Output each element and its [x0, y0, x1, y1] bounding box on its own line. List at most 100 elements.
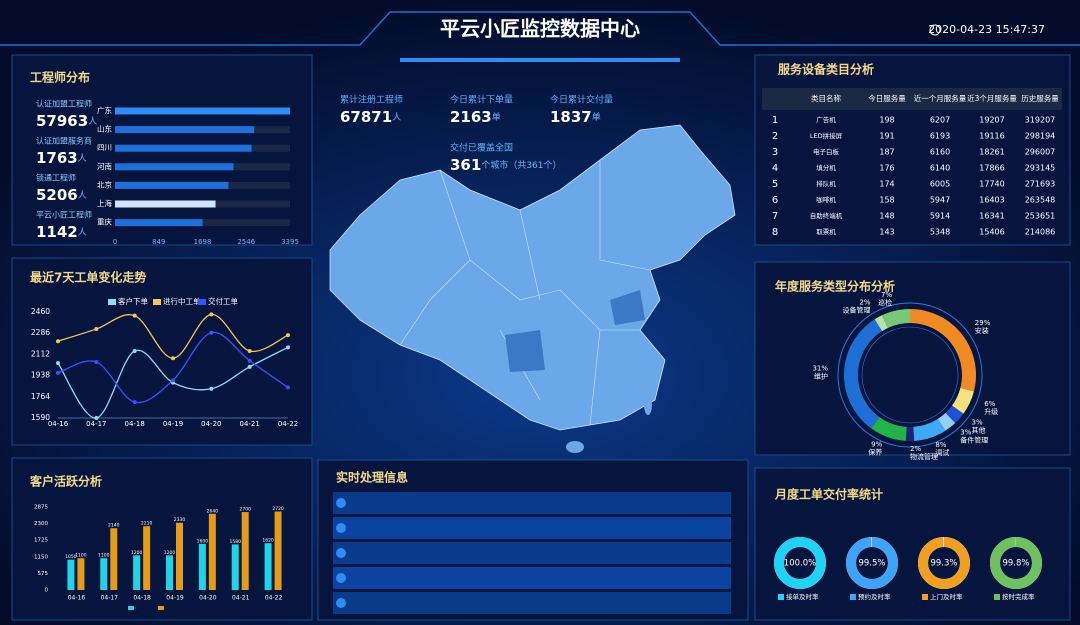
stat-unit: 人 — [88, 116, 97, 127]
bar — [115, 200, 216, 208]
table-cell: 自助终端机 — [810, 211, 843, 220]
value-label: 2140 — [108, 523, 120, 529]
bar — [198, 543, 206, 590]
slice — [952, 387, 974, 414]
point — [247, 358, 252, 363]
gauge-arc — [918, 537, 970, 589]
y-tick-label: 2300 — [34, 521, 48, 527]
bar — [100, 558, 108, 590]
datetime: 2020-04-23 15:47:37 — [928, 23, 1045, 36]
table-cell: 电子白板 — [813, 147, 840, 156]
slice-value: 9% — [871, 440, 882, 448]
slice-label: 物流管理 — [910, 452, 938, 461]
table-cell: 17740 — [979, 180, 1004, 189]
stat-value: 5206人 — [36, 186, 87, 204]
table-cell: 214086 — [1025, 228, 1056, 237]
stat-value: 67871人 — [340, 108, 401, 126]
slice-value: 3% — [972, 419, 983, 427]
bar — [77, 558, 85, 590]
legend-swatch — [778, 594, 784, 600]
stat-value: 1763人 — [36, 149, 87, 167]
table-cell: 176 — [879, 164, 894, 173]
stat-number: 57963 — [36, 112, 88, 130]
point — [132, 313, 137, 318]
x-tick-label: 04-16 — [68, 595, 86, 602]
gauge-label: 99.3% — [930, 559, 957, 569]
x-tick-label: 04-17 — [86, 420, 106, 428]
y-tick-label: 2460 — [31, 307, 50, 316]
x-tick-label: 04-17 — [101, 595, 119, 602]
gauge-label: 100.0% — [784, 559, 816, 569]
point — [94, 359, 99, 364]
x-tick-label: 1698 — [194, 238, 212, 246]
slice-label: 调试 — [935, 448, 949, 457]
stat-number: 1763 — [36, 149, 78, 167]
map-island — [566, 441, 584, 453]
bar — [115, 181, 229, 189]
table-cell: 253651 — [1025, 212, 1056, 221]
table-header-cell: 近一个月服务量 — [914, 93, 967, 103]
bar — [231, 544, 239, 590]
dot — [336, 598, 346, 608]
point — [94, 327, 99, 332]
table-cell: 2 — [772, 131, 778, 142]
x-tick-label: 3395 — [281, 238, 299, 246]
stat-value: 57963人 — [36, 112, 97, 130]
dot — [336, 548, 346, 558]
gauge-category: 上门及时率 — [930, 592, 963, 601]
stat-number: 2163 — [450, 108, 492, 126]
x-tick-label: 04-21 — [232, 595, 250, 602]
x-tick-label: 04-22 — [278, 420, 298, 428]
stat-label: 平云小匠工程师 — [36, 210, 92, 220]
stat-value: 361个城市（共361个） — [450, 156, 562, 174]
gauge-arc — [846, 537, 899, 590]
map-island — [644, 395, 652, 415]
value-label: 1200 — [131, 550, 143, 556]
value-label: 1100 — [75, 553, 87, 559]
stat-unit: 人 — [392, 112, 401, 123]
slice — [874, 315, 888, 332]
legend-label: 客户下单 — [118, 296, 148, 306]
value-label: 1100 — [98, 553, 110, 559]
slice-value: 8% — [935, 441, 946, 449]
dot — [336, 498, 346, 508]
dot — [336, 523, 346, 533]
slice-label: 保养 — [868, 447, 882, 456]
bar — [115, 219, 203, 227]
ring — [861, 326, 959, 424]
panel — [754, 54, 1071, 246]
x-tick-label: 04-19 — [163, 420, 183, 428]
table-cell: 6160 — [930, 148, 950, 157]
table-header-cell: 类目名称 — [811, 93, 841, 103]
stat-label: 认证加盟服务商 — [36, 136, 92, 146]
point — [56, 370, 60, 375]
slice-value: 29% — [975, 319, 991, 327]
x-tick-label: 04-20 — [199, 595, 217, 602]
x-tick-label: 04-21 — [239, 420, 259, 428]
x-tick-label: 849 — [152, 238, 165, 246]
bar — [264, 543, 272, 590]
realtime-list — [333, 492, 731, 614]
y-tick-label: 1938 — [31, 371, 50, 380]
point — [286, 385, 290, 390]
value-label: 2210 — [141, 521, 153, 527]
legend-swatch — [922, 594, 928, 600]
gauge-category: 预约及时率 — [858, 592, 891, 601]
slice-value: 6% — [984, 400, 995, 408]
slice — [844, 319, 883, 429]
y-tick-label: 山东 — [97, 124, 112, 134]
table-cell: LED拼接屏 — [810, 131, 843, 140]
table-cell: 191 — [879, 132, 894, 141]
bar — [110, 528, 118, 590]
bar — [176, 522, 183, 590]
point — [132, 348, 137, 353]
y-tick-label: 1590 — [31, 413, 50, 422]
table-cell: 6 — [772, 195, 778, 206]
point — [209, 386, 214, 391]
y-tick-label: 2286 — [31, 328, 50, 337]
point — [171, 356, 175, 361]
map-region — [610, 290, 645, 325]
legend-label: 交付工单 — [208, 296, 238, 306]
table-cell: 8 — [772, 227, 778, 238]
